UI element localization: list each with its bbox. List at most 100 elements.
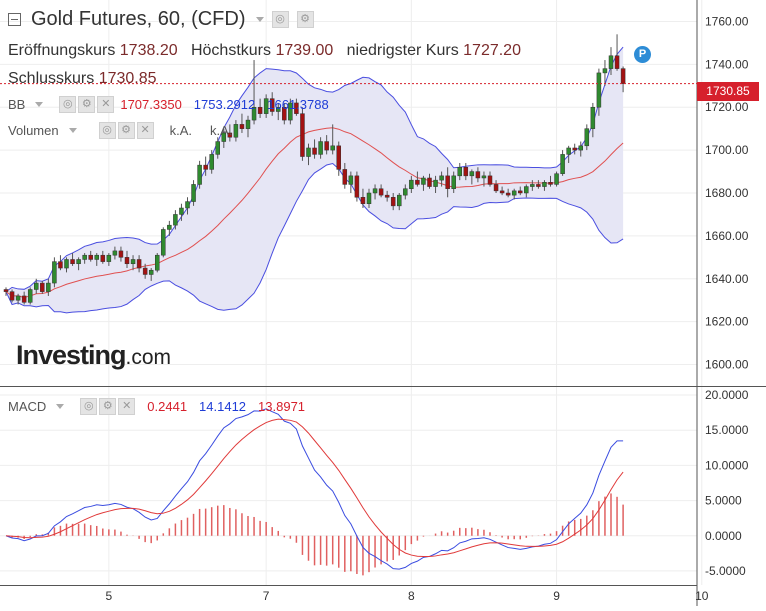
- candle-body: [578, 145, 583, 151]
- candle-body: [142, 267, 148, 275]
- candle-body: [596, 72, 602, 108]
- price-tick-label: 1680.00: [705, 186, 749, 200]
- time-tick-label: 5: [106, 589, 113, 603]
- candle-body: [590, 106, 596, 129]
- close-icon[interactable]: ✕: [97, 96, 115, 114]
- gear-icon[interactable]: ⚙: [296, 11, 314, 28]
- candle-body: [185, 201, 190, 209]
- candle-body: [560, 154, 565, 174]
- time-tick-label: 9: [553, 589, 560, 603]
- chevron-down-icon[interactable]: [255, 17, 264, 22]
- candle-body: [457, 167, 462, 177]
- event-marker-icon[interactable]: P: [634, 46, 651, 63]
- price-tick-label: 1660.00: [705, 229, 749, 243]
- candle-body: [572, 147, 577, 151]
- candle-body: [469, 171, 475, 177]
- low-label: niedrigster Kurs: [346, 42, 459, 59]
- close-label: Schlusskurs: [8, 70, 95, 87]
- bb-lower-value: 1707.3350: [120, 97, 182, 113]
- visibility-icon[interactable]: ◎: [271, 11, 289, 28]
- high-label: Höchstkurs: [190, 42, 271, 59]
- candle-body: [173, 214, 178, 226]
- candle-body: [294, 102, 299, 114]
- candle-body: [155, 254, 160, 271]
- time-tick-label: 7: [263, 589, 270, 603]
- candle-body: [88, 254, 93, 260]
- candle-body: [76, 259, 81, 265]
- candle-body: [330, 145, 335, 151]
- candle-body: [487, 175, 493, 185]
- macd-tick-label: 0.0000: [705, 529, 742, 543]
- candle-body: [203, 164, 208, 170]
- candle-body: [245, 119, 251, 129]
- price-tick-label: 1740.00: [705, 57, 749, 71]
- candle-body: [82, 254, 87, 260]
- candle-body: [161, 229, 166, 256]
- candle-body: [499, 190, 505, 194]
- close-icon[interactable]: ✕: [136, 122, 154, 140]
- chevron-down-icon[interactable]: [56, 404, 65, 410]
- candle-body: [415, 179, 420, 185]
- candle-body: [366, 192, 372, 204]
- bb-basis-value: 1661.3788: [267, 97, 329, 113]
- macd-legend: MACD ◎ ⚙ ✕ 0.2441 14.1412 13.8971: [8, 398, 305, 416]
- bb-label: BB: [8, 97, 26, 113]
- candle-body: [306, 147, 311, 157]
- candle-body: [300, 113, 305, 157]
- price-tick-label: 1760.00: [705, 14, 749, 28]
- candle-body: [433, 179, 438, 187]
- gear-icon[interactable]: ⚙: [99, 398, 117, 416]
- candle-body: [451, 175, 456, 189]
- candle-body: [518, 190, 523, 194]
- candle-body: [227, 132, 233, 138]
- candle-body: [52, 261, 57, 284]
- candle-body: [276, 106, 281, 112]
- macd-label: MACD: [8, 399, 47, 415]
- visibility-icon[interactable]: ◎: [59, 96, 77, 114]
- candle-body: [197, 164, 202, 185]
- macd-signal-line: [5, 418, 624, 558]
- candle-body: [46, 282, 51, 292]
- candle-body: [124, 257, 130, 265]
- candle-body: [324, 141, 329, 151]
- price-tick-label: 1640.00: [705, 272, 749, 286]
- candle-body: [354, 175, 360, 198]
- gear-icon[interactable]: ⚙: [78, 96, 96, 114]
- price-tick-label: 1620.00: [705, 315, 749, 329]
- open-label: Eröffnungskurs: [8, 42, 116, 59]
- chart-title-row: Gold Futures, 60, (CFD) ◎ ⚙: [8, 8, 314, 31]
- candle-body: [3, 289, 9, 292]
- macd-tick-label: 20.0000: [705, 388, 749, 402]
- candle-body: [15, 295, 21, 301]
- ohlc-row-1: Eröffnungskurs 1738.20 Höchstkurs 1739.0…: [8, 42, 521, 60]
- close-icon[interactable]: ✕: [118, 398, 136, 416]
- candle-body: [384, 194, 390, 198]
- macd-tick-label: 15.0000: [705, 423, 749, 437]
- price-tick-label: 1700.00: [705, 143, 749, 157]
- chevron-down-icon[interactable]: [68, 128, 77, 134]
- candle-body: [336, 145, 341, 170]
- candle-body: [167, 224, 172, 230]
- chart-title: Gold Futures, 60, (CFD): [31, 8, 246, 30]
- visibility-icon[interactable]: ◎: [80, 398, 98, 416]
- bb-upper-value: 1753.2912: [193, 97, 256, 113]
- candle-body: [372, 188, 378, 194]
- gear-icon[interactable]: ⚙: [117, 122, 135, 140]
- candle-body: [130, 259, 136, 265]
- chevron-down-icon[interactable]: [35, 102, 44, 108]
- candle-body: [445, 175, 450, 189]
- candle-body: [233, 124, 239, 138]
- candle-body: [403, 188, 408, 196]
- macd-tick-label: 10.0000: [705, 458, 749, 472]
- last-price-tag: 1730.85: [697, 82, 759, 101]
- collapse-icon[interactable]: [8, 13, 21, 26]
- visibility-icon[interactable]: ◎: [98, 122, 116, 140]
- candle-body: [554, 173, 559, 185]
- candle-body: [439, 175, 444, 181]
- investing-logo: Investing.com: [16, 340, 171, 371]
- low-value: 1727.20: [463, 42, 521, 59]
- bb-lower-line: [5, 162, 624, 314]
- candle-body: [94, 254, 99, 260]
